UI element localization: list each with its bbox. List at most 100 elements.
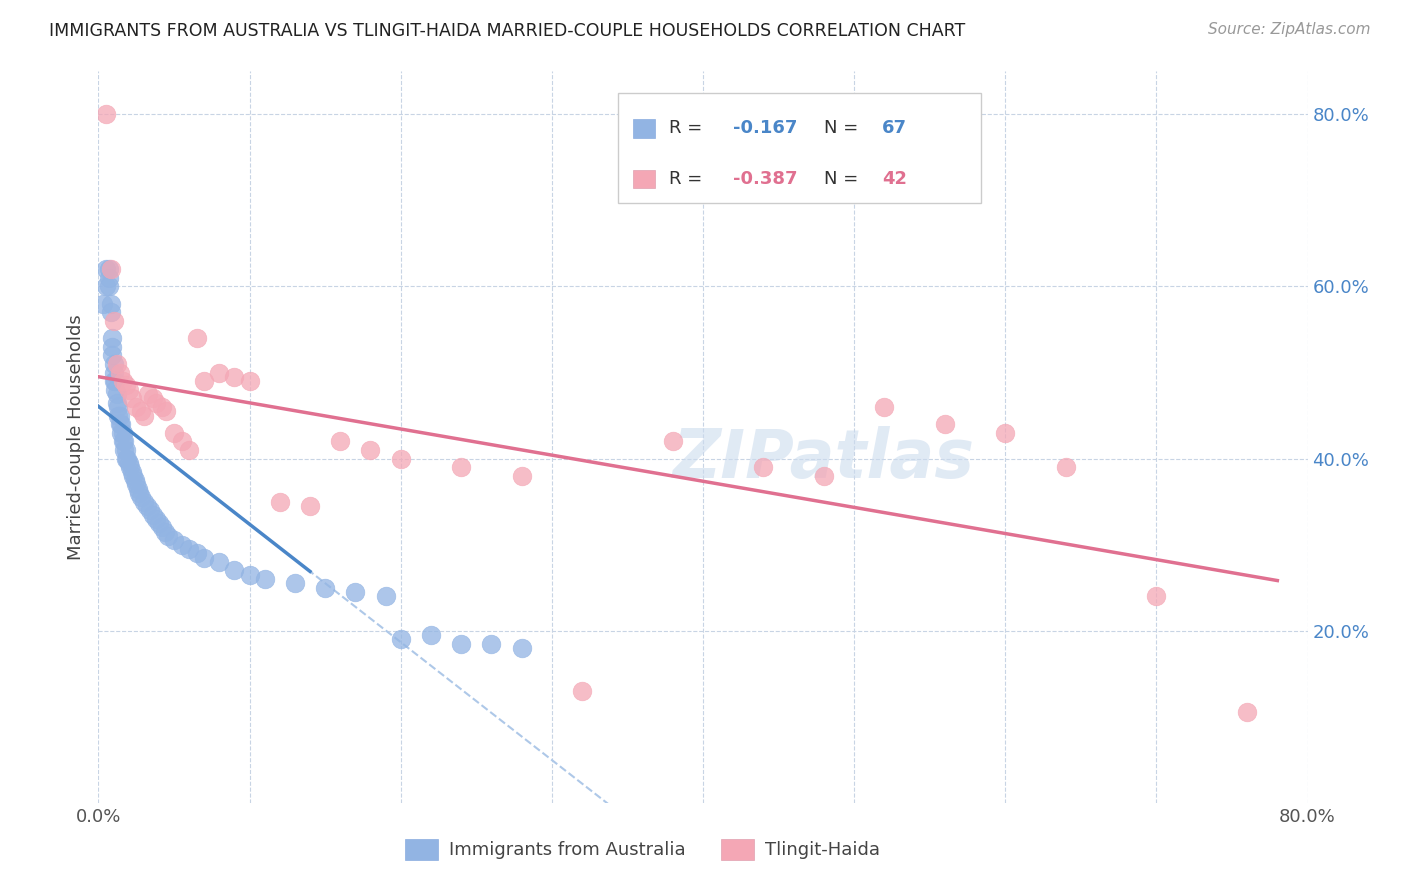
- Point: [163, 425, 186, 440]
- Point: [994, 425, 1017, 440]
- Point: [752, 460, 775, 475]
- Point: [100, 262, 122, 277]
- Point: [148, 516, 170, 530]
- Point: [94, 279, 117, 293]
- Point: [124, 473, 146, 487]
- Point: [98, 279, 121, 293]
- Point: [129, 404, 152, 418]
- Point: [813, 468, 835, 483]
- Text: ZIPatlas: ZIPatlas: [673, 426, 974, 492]
- Point: [314, 581, 336, 595]
- Point: [208, 555, 231, 569]
- Point: [299, 499, 322, 513]
- Point: [108, 366, 131, 380]
- Point: [100, 305, 122, 319]
- Point: [108, 409, 131, 423]
- Point: [224, 564, 246, 578]
- Point: [150, 520, 173, 534]
- Point: [118, 456, 141, 470]
- Point: [98, 271, 121, 285]
- Point: [1054, 460, 1077, 475]
- Point: [374, 589, 396, 603]
- Point: [239, 374, 262, 388]
- Text: IMMIGRANTS FROM AUSTRALIA VS TLINGIT-HAIDA MARRIED-COUPLE HOUSEHOLDS CORRELATION: IMMIGRANTS FROM AUSTRALIA VS TLINGIT-HAI…: [49, 22, 966, 40]
- Point: [128, 486, 150, 500]
- Point: [934, 417, 956, 432]
- Point: [193, 374, 215, 388]
- Point: [186, 546, 208, 560]
- Point: [510, 640, 533, 655]
- Point: [132, 494, 155, 508]
- Point: [112, 434, 135, 449]
- Point: [108, 417, 131, 432]
- Point: [105, 357, 128, 371]
- Point: [104, 383, 127, 397]
- Text: R =: R =: [669, 120, 709, 137]
- Legend: Immigrants from Australia, Tlingit-Haida: Immigrants from Australia, Tlingit-Haida: [398, 831, 887, 867]
- Text: 67: 67: [882, 120, 907, 137]
- Point: [110, 417, 132, 432]
- Point: [873, 400, 896, 414]
- Point: [170, 434, 193, 449]
- Point: [101, 331, 124, 345]
- Point: [110, 425, 132, 440]
- Point: [129, 491, 152, 505]
- Point: [153, 524, 176, 539]
- Text: -0.387: -0.387: [734, 169, 797, 188]
- Point: [107, 400, 129, 414]
- Text: 42: 42: [882, 169, 907, 188]
- Point: [103, 314, 125, 328]
- Point: [208, 366, 231, 380]
- Point: [145, 395, 167, 409]
- Point: [115, 451, 138, 466]
- Point: [111, 374, 134, 388]
- Point: [101, 348, 124, 362]
- Point: [125, 477, 148, 491]
- Point: [104, 374, 127, 388]
- Point: [127, 482, 149, 496]
- Point: [98, 262, 121, 277]
- Point: [114, 378, 136, 392]
- Point: [91, 296, 114, 310]
- Text: R =: R =: [669, 169, 709, 188]
- Point: [94, 262, 117, 277]
- Point: [121, 392, 143, 406]
- Point: [224, 369, 246, 384]
- Text: -0.167: -0.167: [734, 120, 797, 137]
- Point: [163, 533, 186, 548]
- Point: [179, 541, 201, 556]
- Point: [329, 434, 352, 449]
- Point: [94, 107, 117, 121]
- Point: [156, 529, 179, 543]
- Point: [135, 499, 157, 513]
- Text: N =: N =: [824, 120, 863, 137]
- Point: [344, 585, 367, 599]
- Point: [155, 404, 177, 418]
- Point: [112, 442, 135, 457]
- Point: [510, 468, 533, 483]
- Point: [122, 468, 145, 483]
- Point: [111, 434, 134, 449]
- Point: [150, 400, 173, 414]
- Point: [420, 628, 443, 642]
- Y-axis label: Married-couple Households: Married-couple Households: [66, 314, 84, 560]
- Text: N =: N =: [824, 169, 863, 188]
- Point: [389, 451, 412, 466]
- Point: [145, 512, 167, 526]
- Point: [360, 442, 382, 457]
- Point: [142, 392, 165, 406]
- Point: [253, 572, 276, 586]
- Point: [111, 425, 134, 440]
- Point: [450, 460, 472, 475]
- Point: [132, 409, 155, 423]
- Point: [139, 503, 162, 517]
- Point: [1236, 706, 1258, 720]
- Point: [118, 383, 141, 397]
- Point: [105, 395, 128, 409]
- Point: [142, 508, 165, 522]
- Point: [450, 637, 472, 651]
- Point: [103, 357, 125, 371]
- Point: [193, 550, 215, 565]
- Point: [121, 465, 143, 479]
- Point: [481, 637, 503, 651]
